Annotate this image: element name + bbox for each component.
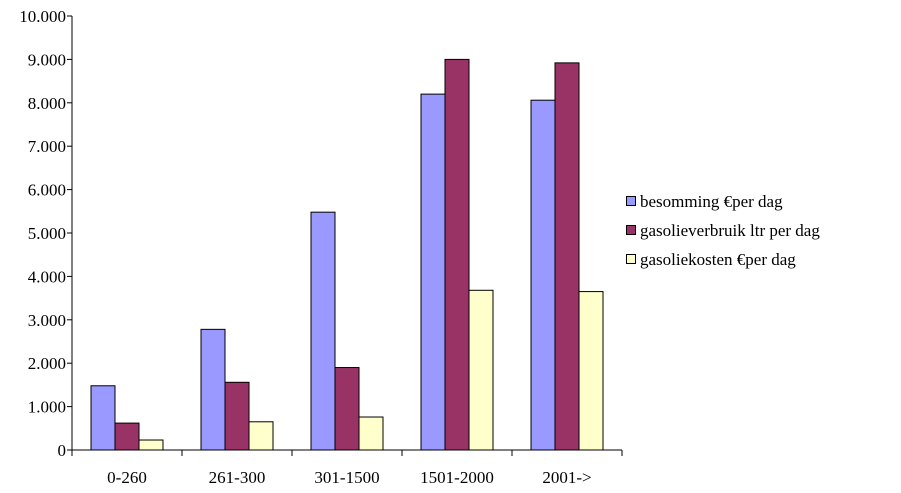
y-tick-label: 5.000 xyxy=(28,224,66,243)
bar-gasolieverbruik xyxy=(114,422,140,451)
bar-gasolieverbruik xyxy=(554,62,580,451)
x-axis: 0-260 261-300 301-1500 1501-2000 2001-> xyxy=(71,449,623,487)
y-tick-label: 2.000 xyxy=(28,354,66,373)
bar-gasolieverbruik xyxy=(224,381,250,451)
bar-gasolieverbruik xyxy=(334,367,360,451)
bar-gasoliekosten xyxy=(248,421,274,451)
legend-label-besomming: besomming €per dag xyxy=(640,192,783,211)
legend-swatch-gasoliekosten xyxy=(626,254,636,264)
y-tick-label: 8.000 xyxy=(28,94,66,113)
legend-label-gasoliekosten: gasoliekosten €per dag xyxy=(640,250,796,269)
bar-gasolieverbruik xyxy=(444,58,470,451)
x-tick-label: 1501-2000 xyxy=(420,468,494,487)
y-tick-label: 4.000 xyxy=(28,267,66,286)
y-tick-label: 9.000 xyxy=(28,50,66,69)
bar-besomming xyxy=(90,385,116,451)
legend-swatch-gasolieverbruik xyxy=(626,225,636,235)
y-tick-label: 0 xyxy=(58,441,67,460)
y-tick-label: 3.000 xyxy=(28,311,66,330)
bar-besomming xyxy=(420,93,446,451)
y-axis: 0 1.000 2.000 3.000 4.000 5.000 6.000 7.000 8.00… xyxy=(19,7,73,460)
legend-label-gasolieverbruik: gasolieverbruik ltr per dag xyxy=(640,221,820,240)
x-tick-label: 2001-> xyxy=(542,468,591,487)
bar-gasoliekosten xyxy=(578,291,604,451)
legend-swatch-besomming xyxy=(626,196,636,206)
x-tick-label: 261-300 xyxy=(209,468,266,487)
y-tick-label: 7.000 xyxy=(28,137,66,156)
bar-gasoliekosten xyxy=(358,416,384,451)
bars xyxy=(90,58,604,451)
bar-besomming xyxy=(530,99,556,451)
y-tick-label: 10.000 xyxy=(19,7,66,26)
y-tick-label: 1.000 xyxy=(28,398,66,417)
x-tick-label: 301-1500 xyxy=(314,468,379,487)
bar-besomming xyxy=(200,328,226,451)
y-tick-label: 6.000 xyxy=(28,181,66,200)
x-tick-label: 0-260 xyxy=(107,468,147,487)
bar-gasoliekosten xyxy=(138,439,164,451)
bar-gasoliekosten xyxy=(468,289,494,451)
bar-besomming xyxy=(310,211,336,451)
